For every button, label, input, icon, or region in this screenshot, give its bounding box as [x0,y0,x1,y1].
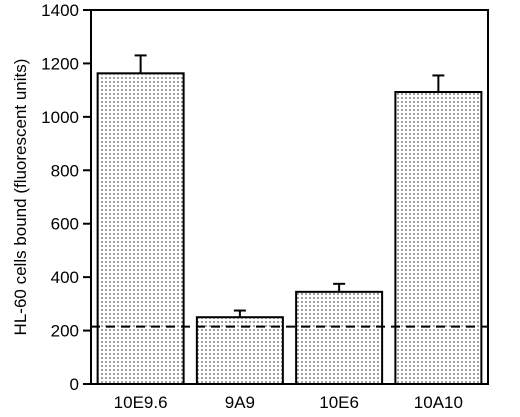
y-tick-label: 1400 [41,1,79,20]
plot-frame [90,9,489,385]
y-tick-label: 0 [70,375,79,394]
x-tick-label: 10A10 [414,393,463,412]
x-tick-label: 10E6 [319,393,359,412]
bar [295,290,384,386]
y-tick-label: 200 [51,322,79,341]
y-tick-label: 400 [51,268,79,287]
x-tick-label: 10E9.6 [114,393,168,412]
y-tick-label: 1000 [41,108,79,127]
y-axis-title: HL-60 cells bound (fluorescent units) [11,59,30,336]
y-tick-label: 600 [51,215,79,234]
x-tick-label: 9A9 [225,393,255,412]
y-tick-label: 1200 [41,54,79,73]
y-tick-label: 800 [51,161,79,180]
plot-area: 10E9.6 9A9 10E6 10A10 0 200 400 600 800 1000 1200 1… [41,1,489,412]
bar [394,91,483,386]
bar [195,316,284,386]
bar [96,72,185,385]
